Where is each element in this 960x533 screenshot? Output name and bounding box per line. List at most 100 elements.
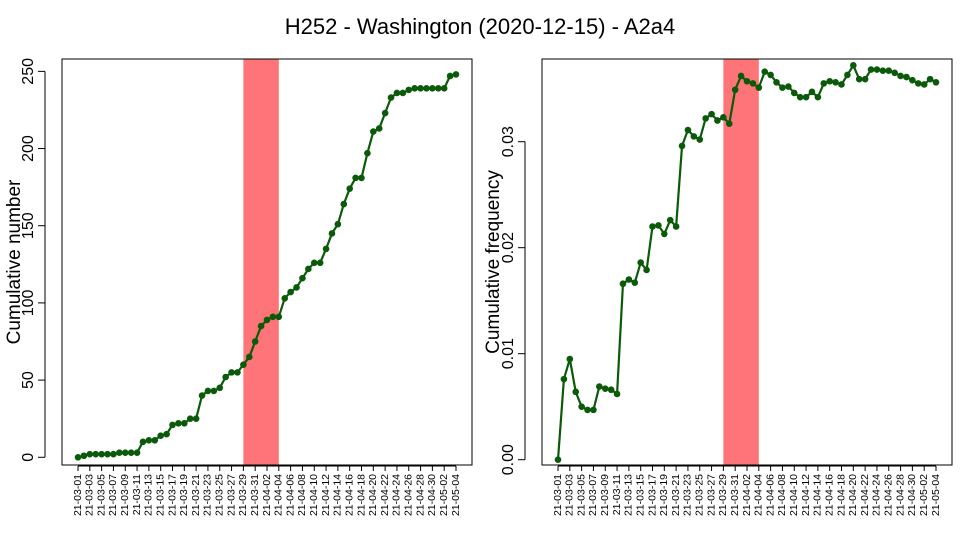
data-point bbox=[578, 403, 585, 410]
data-point bbox=[554, 456, 562, 463]
data-point bbox=[127, 449, 135, 456]
data-point bbox=[903, 73, 910, 81]
x-tick-label: 21-04-18 bbox=[355, 474, 367, 516]
data-point bbox=[820, 80, 828, 87]
x-tick-label: 21-03-07 bbox=[107, 474, 119, 516]
x-tick-label: 21-04-14 bbox=[332, 474, 344, 516]
y-tick-label: 50 bbox=[20, 371, 37, 389]
x-tick-label: 21-04-06 bbox=[764, 474, 776, 516]
data-point bbox=[263, 316, 271, 324]
data-point bbox=[411, 85, 418, 92]
data-point bbox=[181, 420, 188, 427]
data-point bbox=[175, 420, 182, 427]
x-tick-label: 21-05-02 bbox=[438, 474, 450, 516]
data-point bbox=[885, 67, 893, 74]
chart-title: H252 - Washington (2020-12-15) - A2a4 bbox=[285, 14, 676, 39]
data-point bbox=[169, 421, 176, 429]
data-point bbox=[720, 114, 727, 121]
x-tick-label: 21-03-27 bbox=[705, 474, 717, 516]
data-point bbox=[749, 80, 757, 87]
data-point bbox=[714, 117, 721, 124]
data-point bbox=[914, 80, 922, 87]
data-point bbox=[666, 216, 674, 224]
data-point bbox=[399, 89, 407, 97]
data-point bbox=[909, 76, 916, 84]
x-tick-label: 21-03-13 bbox=[143, 474, 155, 516]
data-point bbox=[310, 259, 318, 267]
y-tick-label: 100 bbox=[20, 289, 37, 316]
data-point bbox=[299, 274, 306, 282]
highlight-band bbox=[723, 59, 759, 465]
data-point bbox=[832, 79, 839, 86]
data-point bbox=[926, 75, 934, 83]
x-tick-label: 21-03-17 bbox=[646, 474, 658, 516]
data-point bbox=[364, 149, 371, 157]
x-tick-label: 21-04-14 bbox=[812, 474, 824, 516]
y-tick-label: 0.02 bbox=[500, 232, 517, 263]
x-tick-label: 21-03-01 bbox=[72, 474, 84, 516]
x-tick-label: 21-04-10 bbox=[788, 474, 800, 516]
y-axis-label: Cumulative frequency bbox=[483, 170, 504, 354]
data-point bbox=[440, 85, 448, 92]
x-tick-label: 21-04-04 bbox=[753, 474, 765, 516]
data-point bbox=[163, 430, 170, 438]
data-point bbox=[446, 72, 454, 80]
y-tick-label: 0 bbox=[20, 453, 37, 462]
data-point bbox=[228, 369, 235, 376]
data-point bbox=[80, 452, 88, 460]
x-tick-label: 21-03-31 bbox=[729, 474, 741, 516]
data-point bbox=[649, 223, 656, 230]
data-point bbox=[393, 89, 401, 97]
x-tick-label: 21-03-19 bbox=[178, 474, 190, 516]
data-point bbox=[625, 276, 633, 283]
data-point bbox=[808, 88, 816, 96]
data-point bbox=[743, 77, 751, 85]
data-point bbox=[121, 449, 129, 456]
x-tick-label: 21-03-25 bbox=[694, 474, 706, 516]
data-point bbox=[661, 230, 668, 238]
x-tick-label: 21-03-11 bbox=[131, 474, 143, 515]
x-tick-label: 21-03-31 bbox=[249, 474, 261, 516]
data-point bbox=[240, 361, 247, 368]
data-point bbox=[655, 222, 662, 229]
y-tick-label: 250 bbox=[20, 58, 37, 85]
data-point bbox=[334, 220, 342, 228]
data-point bbox=[346, 185, 353, 192]
plot-frame bbox=[61, 58, 473, 466]
data-point bbox=[434, 85, 442, 92]
x-tick-label: 21-04-30 bbox=[906, 474, 918, 516]
data-point bbox=[932, 79, 940, 86]
data-point bbox=[873, 66, 881, 73]
data-point bbox=[423, 85, 430, 92]
x-tick-label: 21-03-03 bbox=[84, 474, 96, 516]
data-point bbox=[375, 125, 383, 132]
x-tick-label: 21-04-26 bbox=[883, 474, 895, 516]
data-point bbox=[867, 66, 875, 73]
data-point bbox=[897, 72, 904, 80]
data-point bbox=[826, 77, 833, 85]
data-point bbox=[731, 86, 739, 94]
x-axis: 21-03-01 21-03-03 21-03-05 21-03-07 21-03-09… bbox=[72, 465, 462, 516]
x-tick-label: 21-04-30 bbox=[426, 474, 438, 516]
data-point bbox=[601, 385, 609, 392]
data-point bbox=[305, 265, 312, 273]
y-axis: 0.00 0.01 0.02 0.03 bbox=[500, 126, 526, 475]
x-tick-label: 21-03-11 bbox=[611, 474, 623, 515]
data-point bbox=[696, 136, 704, 143]
data-point bbox=[251, 338, 259, 345]
series-cumulative-number bbox=[74, 71, 460, 461]
data-point bbox=[678, 142, 686, 150]
data-point bbox=[405, 86, 413, 94]
data-point bbox=[790, 89, 798, 97]
data-point bbox=[370, 128, 377, 135]
data-point bbox=[157, 432, 164, 439]
data-point bbox=[779, 84, 786, 91]
data-point bbox=[322, 245, 330, 253]
x-tick-label: 21-03-29 bbox=[237, 474, 249, 516]
data-point bbox=[358, 174, 365, 182]
data-point bbox=[737, 72, 745, 80]
data-point bbox=[287, 288, 294, 296]
data-point bbox=[767, 71, 774, 79]
data-point bbox=[452, 71, 460, 78]
